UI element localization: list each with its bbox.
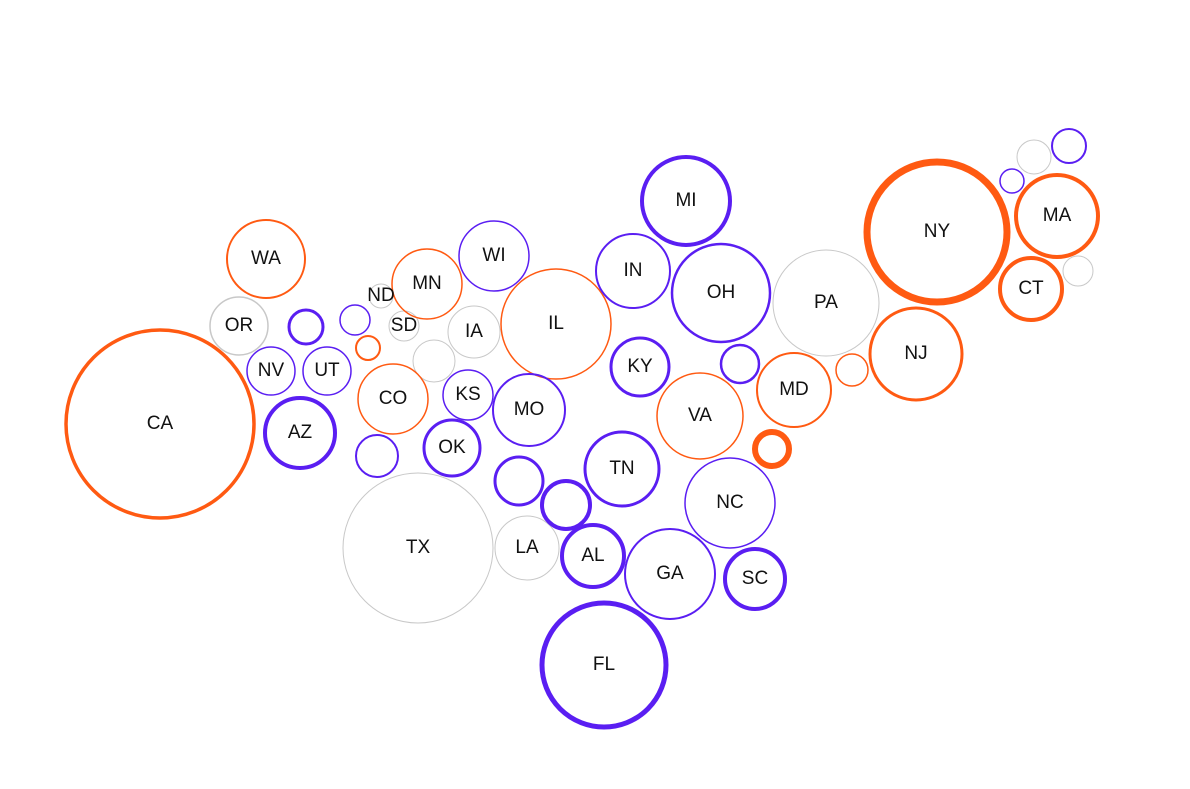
label-md: MD bbox=[779, 379, 809, 400]
bubble-unlabeled-45[interactable] bbox=[1062, 255, 1094, 287]
bubble-wa[interactable] bbox=[226, 219, 306, 299]
label-ia: IA bbox=[465, 321, 483, 342]
bubble-la[interactable] bbox=[494, 515, 560, 581]
bubble-ky[interactable] bbox=[609, 336, 671, 398]
bubble-tx[interactable] bbox=[342, 472, 494, 624]
label-mn: MN bbox=[412, 273, 442, 294]
bubble-sc[interactable] bbox=[723, 547, 787, 611]
bubble-pa[interactable] bbox=[772, 249, 880, 357]
bubble-nc[interactable] bbox=[684, 457, 776, 549]
label-sc: SC bbox=[742, 568, 768, 589]
bubble-unlabeled-48[interactable] bbox=[999, 168, 1025, 194]
label-tn: TN bbox=[609, 458, 634, 479]
bubble-co[interactable] bbox=[357, 363, 429, 435]
label-mi: MI bbox=[675, 190, 696, 211]
bubble-wi[interactable] bbox=[458, 220, 530, 292]
bubble-fl[interactable] bbox=[539, 600, 669, 730]
bubble-ma[interactable] bbox=[1014, 173, 1100, 259]
label-ky: KY bbox=[627, 356, 653, 377]
label-in: IN bbox=[624, 260, 643, 281]
bubble-nd[interactable] bbox=[368, 283, 394, 309]
label-layer: CA WA OR NV UT AZ ND SD MN WI IA CO KS OK IL MO TX LA AL TN… bbox=[147, 190, 1072, 675]
bubble-mo[interactable] bbox=[492, 373, 566, 447]
bubble-ut[interactable] bbox=[302, 346, 352, 396]
bubble-unlabeled-39[interactable] bbox=[835, 353, 869, 387]
bubble-unlabeled-31[interactable] bbox=[719, 343, 761, 385]
bubble-unlabeled-46[interactable] bbox=[1051, 128, 1087, 164]
bubble-az[interactable] bbox=[263, 396, 337, 470]
bubble-md[interactable] bbox=[756, 352, 832, 428]
label-co: CO bbox=[379, 388, 408, 409]
label-nj: NJ bbox=[904, 343, 927, 364]
label-wa: WA bbox=[251, 248, 281, 269]
label-ca: CA bbox=[147, 413, 174, 434]
bubble-ct[interactable] bbox=[998, 256, 1064, 322]
bubble-unlabeled-8[interactable] bbox=[355, 335, 381, 361]
bubble-unlabeled-23[interactable] bbox=[493, 455, 545, 507]
bubble-mn[interactable] bbox=[391, 248, 463, 320]
bubble-ga[interactable] bbox=[624, 528, 716, 620]
label-ny: NY bbox=[924, 221, 951, 242]
label-ga: GA bbox=[656, 563, 684, 584]
bubble-unlabeled-33[interactable] bbox=[752, 429, 792, 469]
label-or: OR bbox=[225, 315, 254, 336]
label-ok: OK bbox=[438, 437, 466, 458]
label-va: VA bbox=[688, 405, 712, 426]
bubble-unlabeled-47[interactable] bbox=[1016, 139, 1052, 175]
bubble-nv[interactable] bbox=[246, 346, 296, 396]
bubble-ia[interactable] bbox=[447, 305, 501, 359]
bubble-unlabeled-7[interactable] bbox=[339, 304, 371, 336]
label-ut: UT bbox=[314, 360, 340, 381]
bubble-unlabeled-14[interactable] bbox=[412, 339, 456, 383]
bubble-va[interactable] bbox=[656, 372, 744, 460]
bubble-ca[interactable] bbox=[64, 328, 256, 520]
label-ct: CT bbox=[1018, 278, 1044, 299]
label-sd: SD bbox=[391, 315, 417, 336]
label-ma: MA bbox=[1043, 205, 1072, 226]
bubble-unlabeled-5[interactable] bbox=[287, 308, 325, 346]
bubble-ks[interactable] bbox=[442, 369, 494, 421]
label-wi: WI bbox=[482, 245, 505, 266]
label-pa: PA bbox=[814, 292, 838, 313]
label-fl: FL bbox=[593, 654, 615, 675]
bubble-il[interactable] bbox=[500, 268, 612, 380]
bubble-unlabeled-24[interactable] bbox=[540, 479, 592, 531]
bubble-unlabeled-17[interactable] bbox=[355, 434, 399, 478]
label-az: AZ bbox=[288, 422, 313, 443]
bubble-tn[interactable] bbox=[583, 430, 661, 508]
bubble-ny[interactable] bbox=[863, 158, 1011, 306]
label-la: LA bbox=[515, 537, 539, 558]
bubble-oh[interactable] bbox=[670, 242, 772, 344]
label-mo: MO bbox=[514, 399, 545, 420]
bubble-or[interactable] bbox=[209, 296, 269, 356]
bubble-al[interactable] bbox=[560, 523, 626, 589]
bubble-nj[interactable] bbox=[868, 306, 964, 402]
bubble-in[interactable] bbox=[595, 233, 671, 309]
label-tx: TX bbox=[406, 537, 431, 558]
bubble-mi[interactable] bbox=[640, 155, 732, 247]
bubble-layer bbox=[64, 128, 1100, 730]
label-ks: KS bbox=[455, 384, 480, 405]
label-nc: NC bbox=[716, 492, 743, 513]
bubble-ok[interactable] bbox=[422, 418, 482, 478]
label-nd: ND bbox=[367, 285, 394, 306]
label-al: AL bbox=[581, 545, 604, 566]
label-oh: OH bbox=[707, 282, 736, 303]
label-nv: NV bbox=[258, 360, 285, 381]
label-il: IL bbox=[548, 313, 564, 334]
